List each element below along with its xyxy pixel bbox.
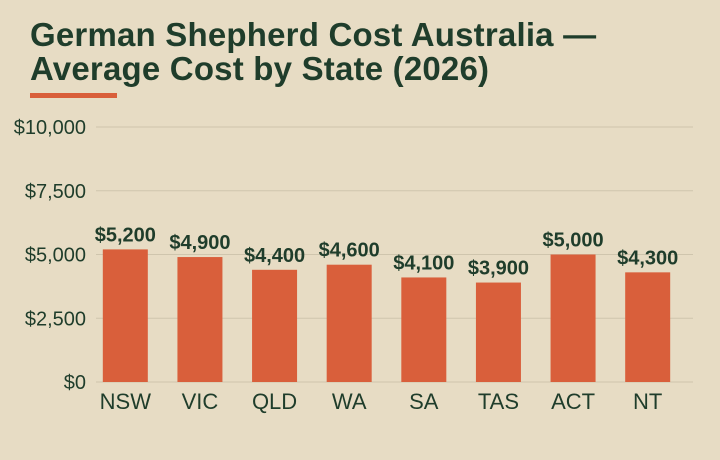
x-tick-label: WA xyxy=(332,389,367,414)
data-label: $5,200 xyxy=(95,224,156,246)
title-accent-bar xyxy=(30,93,117,98)
bar xyxy=(625,272,671,382)
y-tick-label: $5,000 xyxy=(25,245,86,267)
data-label: $4,300 xyxy=(617,247,678,269)
bar xyxy=(252,269,298,382)
x-tick-label: TAS xyxy=(478,389,519,414)
chart-title-line-1: German Shepherd Cost Australia — xyxy=(30,16,597,53)
x-tick-label: VIC xyxy=(182,389,219,414)
bar xyxy=(550,254,596,382)
y-tick-label: $2,500 xyxy=(25,308,86,330)
x-tick-label: QLD xyxy=(252,389,297,414)
y-tick-label: $7,500 xyxy=(25,181,86,203)
x-tick-label: NT xyxy=(633,389,662,414)
bar xyxy=(102,249,148,382)
data-label: $5,000 xyxy=(542,230,603,252)
data-label: $4,400 xyxy=(244,245,305,267)
x-tick-label: NSW xyxy=(100,389,152,414)
bar xyxy=(326,264,372,382)
bar xyxy=(475,282,521,382)
bar xyxy=(177,257,223,382)
data-label: $4,900 xyxy=(169,232,230,254)
data-label: $4,100 xyxy=(393,252,454,274)
chart-title-line-2: Average Cost by State (2026) xyxy=(30,50,490,87)
data-label: $3,900 xyxy=(468,258,529,280)
chart-title: German Shepherd Cost Australia — Average… xyxy=(30,18,596,86)
y-tick-label: $10,000 xyxy=(14,117,86,139)
y-tick-label: $0 xyxy=(64,372,86,394)
data-label: $4,600 xyxy=(319,240,380,262)
x-tick-label: SA xyxy=(409,389,439,414)
bar xyxy=(401,277,447,382)
x-tick-label: ACT xyxy=(551,389,595,414)
